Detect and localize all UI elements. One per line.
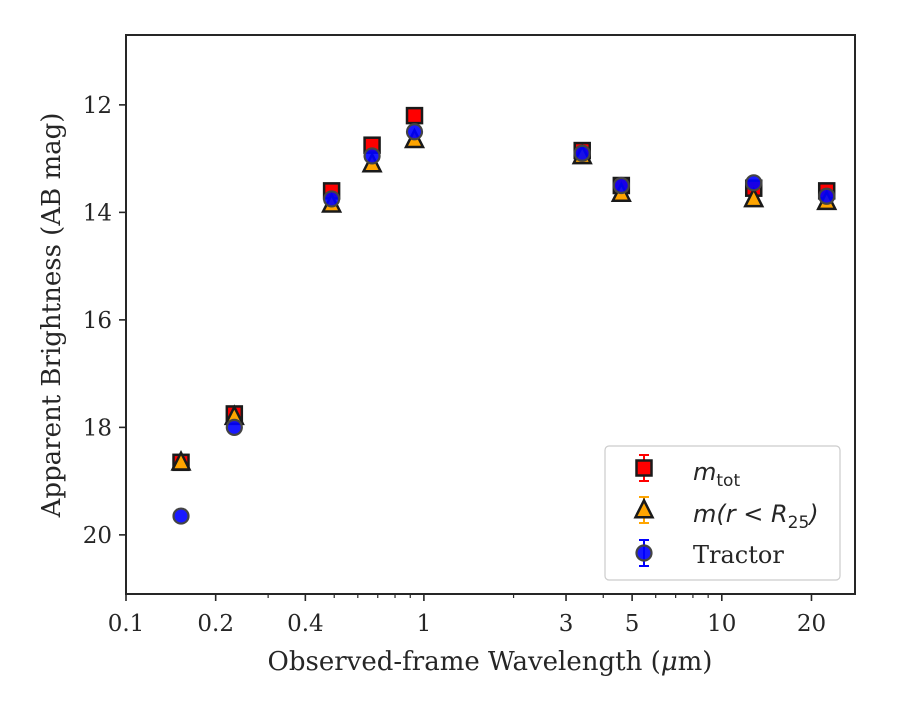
x-tick-label: 10	[707, 611, 736, 637]
x-tick-label: 3	[559, 611, 574, 637]
legend-label-tractor: Tractor	[693, 541, 784, 569]
mtot-point	[405, 106, 424, 125]
y-axis-label: Apparent Brightness (AB mag)	[37, 113, 67, 519]
x-tick-label: 20	[797, 611, 826, 637]
x-tick-label: 0.4	[287, 611, 324, 637]
legend-marker-tractor	[635, 539, 653, 567]
legend-marker-mtot-glyph	[635, 459, 653, 477]
mr25-point	[170, 449, 192, 471]
ticks-layer: 0.1 0.2 0.4 1 3 5 10 20 12 14 16 18 20	[83, 93, 826, 637]
tractor-point	[172, 507, 190, 525]
y-tick-label: 12	[83, 93, 112, 119]
legend-marker-mr25	[633, 496, 655, 524]
x-tick-label: 5	[625, 611, 640, 637]
legend-marker-mr25-glyph	[633, 497, 655, 519]
tractor-point	[225, 418, 243, 436]
tractor-point	[612, 176, 630, 195]
tractor-point	[818, 187, 836, 205]
x-axis-label: Observed-frame Wavelength (μm)	[268, 647, 713, 677]
y-tick-label: 20	[83, 523, 112, 549]
marks-layer	[170, 106, 838, 525]
x-tick-label: 0.2	[197, 611, 234, 637]
x-tick-label: 0.1	[108, 611, 145, 637]
legend-marker-mtot	[635, 454, 653, 482]
plot-frame	[125, 34, 856, 595]
mr25-point	[743, 186, 765, 208]
y-tick-label: 14	[83, 200, 112, 226]
legend-label-mtot: mtot	[693, 458, 740, 491]
tractor-point	[405, 123, 424, 141]
tractor-point	[363, 147, 381, 165]
tractor-point	[323, 190, 341, 208]
y-tick-label: 16	[83, 308, 112, 334]
tractor-point	[573, 144, 591, 162]
legend: mtot m(r < R25) Tractor	[604, 445, 841, 581]
legend-label-mr25: m(r < R25)	[693, 500, 819, 533]
legend-marker-tractor-glyph	[635, 544, 653, 562]
legend-box	[604, 445, 841, 581]
y-tick-label: 18	[83, 415, 112, 441]
tractor-point	[745, 174, 763, 192]
x-tick-label: 1	[417, 611, 432, 637]
